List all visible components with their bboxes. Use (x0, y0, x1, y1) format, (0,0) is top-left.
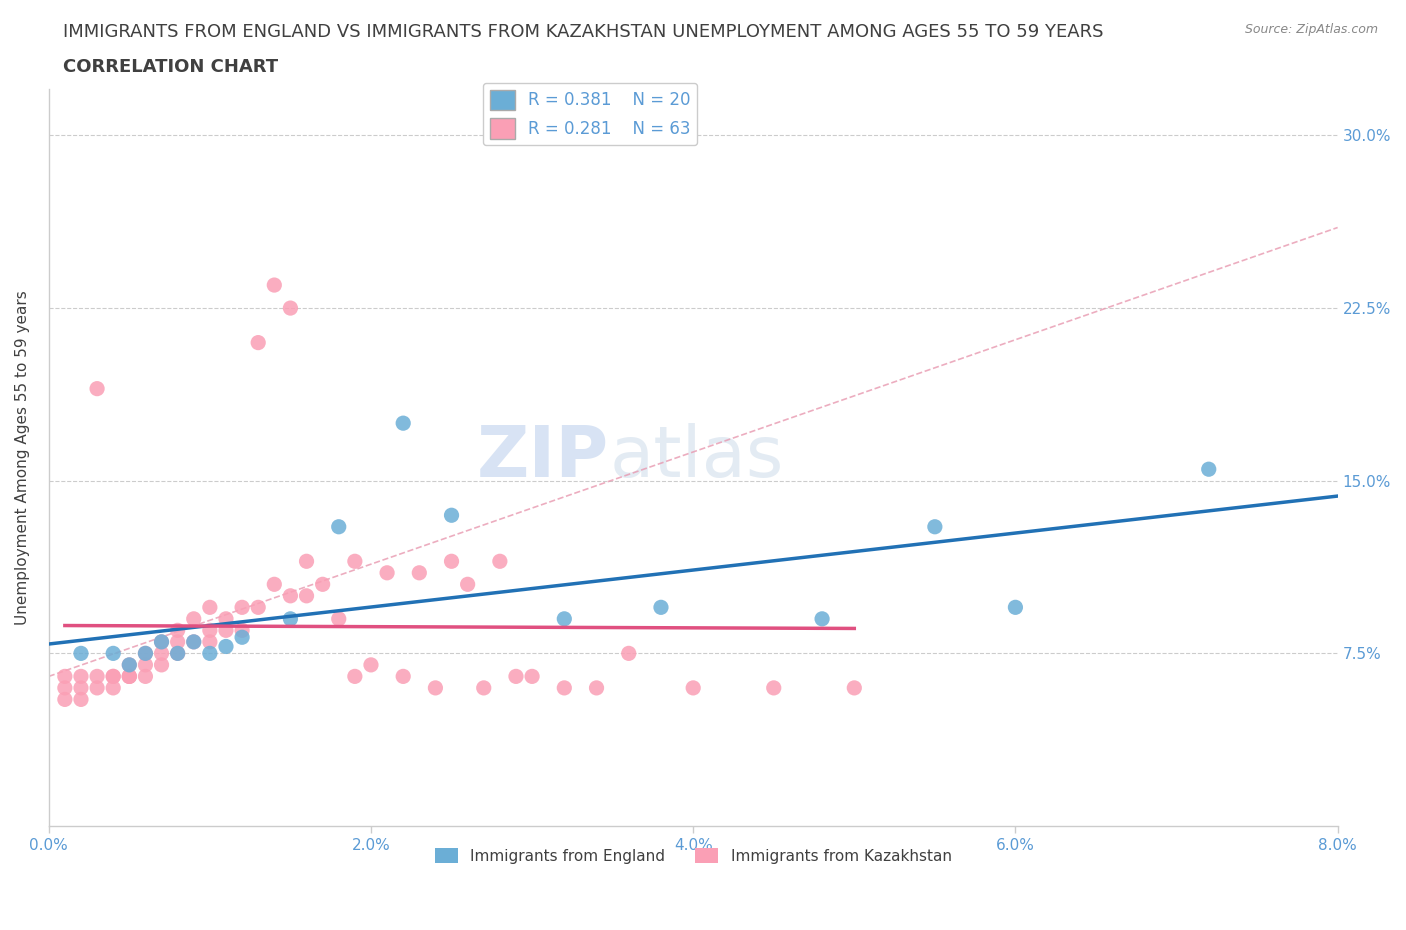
Point (198, 634, 221, 649)
Point (231, 630, 253, 644)
Point (585, 681, 607, 696)
Point (86, 381, 108, 396)
Text: Source: ZipAtlas.com: Source: ZipAtlas.com (1244, 23, 1378, 36)
Point (280, 611, 302, 626)
Point (118, 658, 141, 672)
Point (762, 681, 785, 696)
Legend: Immigrants from England, Immigrants from Kazakhstan: Immigrants from England, Immigrants from… (429, 842, 957, 870)
Text: CORRELATION CHART: CORRELATION CHART (63, 58, 278, 75)
Point (682, 681, 704, 696)
Point (53, 692, 76, 707)
Point (343, 669, 366, 684)
Point (650, 600, 672, 615)
Point (263, 278, 285, 293)
Point (375, 565, 398, 580)
Point (134, 646, 156, 661)
Point (215, 623, 238, 638)
Point (280, 589, 302, 604)
Point (1004, 600, 1026, 615)
Point (311, 577, 333, 591)
Point (150, 646, 173, 661)
Point (924, 519, 946, 534)
Point (118, 669, 141, 684)
Point (553, 681, 575, 696)
Point (70, 646, 93, 661)
Y-axis label: Unemployment Among Ages 55 to 59 years: Unemployment Among Ages 55 to 59 years (15, 290, 30, 625)
Point (86, 669, 108, 684)
Point (166, 646, 188, 661)
Point (183, 611, 205, 626)
Point (134, 669, 156, 684)
Point (150, 658, 173, 672)
Point (118, 669, 141, 684)
Point (86, 681, 108, 696)
Point (53, 669, 76, 684)
Point (53, 681, 76, 696)
Point (425, 681, 447, 696)
Point (166, 634, 188, 649)
Point (328, 611, 350, 626)
Point (231, 600, 253, 615)
Point (489, 554, 512, 569)
Point (1198, 462, 1220, 477)
Point (198, 646, 221, 661)
Point (166, 646, 188, 661)
Point (553, 611, 575, 626)
Point (103, 681, 125, 696)
Text: IMMIGRANTS FROM ENGLAND VS IMMIGRANTS FROM KAZAKHSTAN UNEMPLOYMENT AMONG AGES 55: IMMIGRANTS FROM ENGLAND VS IMMIGRANTS FR… (63, 23, 1104, 41)
Point (520, 669, 543, 684)
Point (457, 577, 479, 591)
Point (215, 611, 238, 626)
Point (360, 658, 382, 672)
Point (103, 669, 125, 684)
Point (247, 335, 270, 350)
Point (328, 519, 350, 534)
Point (811, 611, 834, 626)
Point (505, 669, 527, 684)
Point (150, 634, 173, 649)
Text: atlas: atlas (609, 423, 783, 492)
Point (472, 681, 495, 696)
Point (70, 692, 93, 707)
Point (70, 681, 93, 696)
Point (134, 646, 156, 661)
Point (103, 669, 125, 684)
Text: ZIP: ZIP (477, 423, 609, 492)
Point (343, 554, 366, 569)
Point (280, 300, 302, 315)
Point (166, 623, 188, 638)
Point (215, 639, 238, 654)
Point (134, 658, 156, 672)
Point (408, 565, 430, 580)
Point (440, 554, 463, 569)
Point (440, 508, 463, 523)
Point (183, 634, 205, 649)
Point (295, 554, 318, 569)
Point (118, 669, 141, 684)
Point (231, 623, 253, 638)
Point (844, 681, 866, 696)
Point (263, 577, 285, 591)
Point (392, 669, 415, 684)
Point (617, 646, 640, 661)
Point (198, 600, 221, 615)
Point (70, 669, 93, 684)
Point (183, 634, 205, 649)
Point (198, 623, 221, 638)
Point (150, 634, 173, 649)
Point (118, 658, 141, 672)
Point (392, 416, 415, 431)
Point (103, 646, 125, 661)
Point (247, 600, 270, 615)
Point (295, 589, 318, 604)
